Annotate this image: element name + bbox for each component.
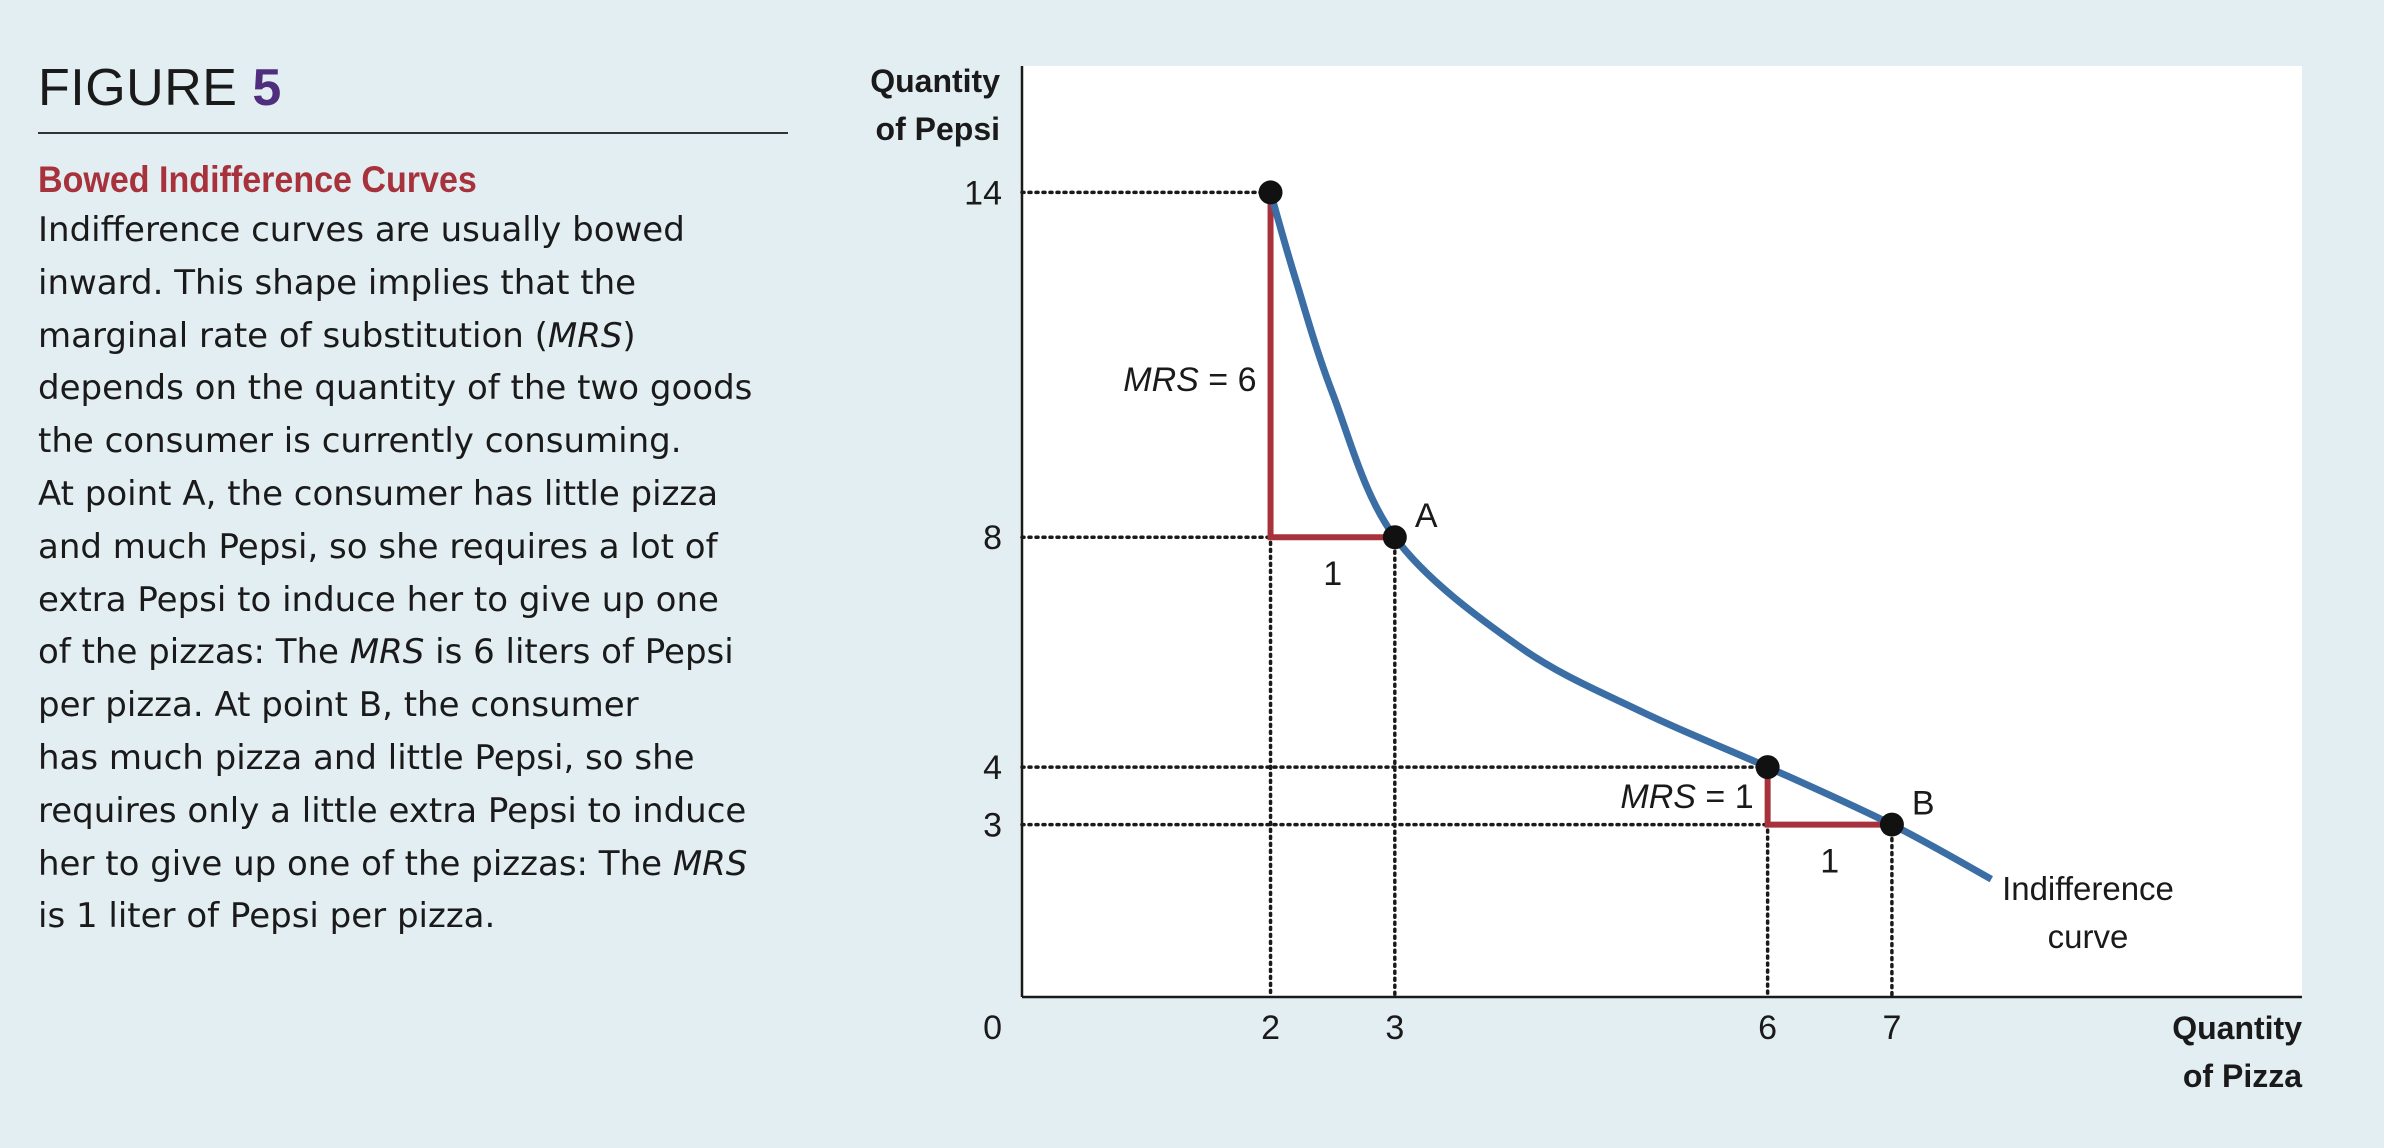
figure-label: FIGURE <box>38 59 238 117</box>
x-tick-label: 7 <box>1882 1009 1901 1047</box>
body-text-segment: marginal rate of substitution ( <box>38 315 548 356</box>
body-text-segment: of the pizzas: The <box>38 632 350 673</box>
mrs-label-value: = 1 <box>1696 778 1754 816</box>
body-line: Indifference curves are usually bowed <box>38 204 788 257</box>
body-text-segment: is 1 liter of Pepsi per pizza. <box>38 896 496 937</box>
x-tick-label: 6 <box>1758 1009 1777 1047</box>
body-text-segment: Indifference curves are usually bowed <box>38 210 685 250</box>
mrs-triangle-1 <box>1267 192 1395 541</box>
y-axis-title: of Pepsi <box>876 111 1000 147</box>
mrs-label-value: = 6 <box>1199 361 1257 399</box>
body-text-segment: requires only a little extra Pepsi to in… <box>38 790 747 831</box>
data-point-1 <box>1258 180 1283 205</box>
figure-caption-panel: FIGURE 5 Bowed Indifference Curves Indif… <box>38 52 788 943</box>
point-label-b: B <box>1912 785 1935 823</box>
x-axis-title: Quantity <box>2172 1010 2302 1046</box>
mrs-label-1: MRS = 6 <box>1123 361 1256 399</box>
body-text-segment: ) <box>622 315 636 356</box>
curve-label: Indifference <box>2002 870 2174 907</box>
figure-heading: FIGURE 5 <box>38 52 788 134</box>
body-text-segment: At point A, the consumer has little pizz… <box>38 473 719 514</box>
point-label-a: A <box>1415 497 1438 535</box>
y-axis-title: Quantity <box>870 63 1000 99</box>
mrs-label-term: MRS <box>1123 361 1199 399</box>
curve-label: curve <box>2048 918 2129 955</box>
body-text-segment: depends on the quantity of the two goods <box>38 368 753 409</box>
body-line: is 1 liter of Pepsi per pizza. <box>38 890 788 943</box>
mrs-label-term: MRS <box>1620 778 1696 816</box>
body-line: of the pizzas: The MRS is 6 liters of Pe… <box>38 626 788 679</box>
body-line: and much Pepsi, so she requires a lot of <box>38 521 788 574</box>
y-tick-label: 4 <box>983 749 1002 787</box>
body-line: requires only a little extra Pepsi to in… <box>38 785 788 838</box>
x-tick-label: 3 <box>1385 1009 1404 1047</box>
figure-body-text: Indifference curves are usually bowed inw… <box>38 204 788 943</box>
mrs-run-label-2: 1 <box>1820 843 1839 881</box>
body-text-segment: the consumer is currently consuming. <box>38 421 682 462</box>
body-line: the consumer is currently consuming. <box>38 415 788 468</box>
data-point-3 <box>1755 755 1780 780</box>
body-text-segment: and much Pepsi, so she requires a lot of <box>38 526 718 567</box>
body-line: depends on the quantity of the two goods <box>38 362 788 415</box>
body-text-segment: her to give up one of the pizzas: The <box>38 843 673 884</box>
x-tick-label: 2 <box>1261 1009 1280 1047</box>
mrs-label-2: MRS = 1 <box>1620 778 1753 816</box>
body-text-segment: is 6 liters of Pepsi <box>424 632 734 673</box>
indifference-curve-line <box>1267 191 1994 883</box>
body-line: extra Pepsi to induce her to give up one <box>38 574 788 627</box>
figure-title: Bowed Indifference Curves <box>38 159 477 200</box>
mrs-triangle-2 <box>1764 767 1892 828</box>
y-tick-label: 3 <box>983 807 1002 845</box>
body-italic-term: MRS <box>349 632 425 673</box>
body-line: her to give up one of the pizzas: The MR… <box>38 838 788 891</box>
data-point-b <box>1879 812 1904 837</box>
body-italic-term: MRS <box>547 315 623 356</box>
origin-label: 0 <box>983 1009 1002 1047</box>
body-line: inward. This shape implies that the <box>38 257 788 310</box>
body-line: per pizza. At point B, the consumer <box>38 679 788 732</box>
y-tick-label: 8 <box>983 519 1002 557</box>
body-italic-term: MRS <box>672 843 748 884</box>
body-line: At point A, the consumer has little pizz… <box>38 468 788 521</box>
plot-area <box>1022 66 2302 997</box>
body-text-segment: per pizza. At point B, the consumer <box>38 685 639 726</box>
body-text-segment: extra Pepsi to induce her to give up one <box>38 579 719 620</box>
body-line: has much pizza and little Pepsi, so she <box>38 732 788 785</box>
y-tick-label: 14 <box>964 174 1002 212</box>
mrs-run-label-1: 1 <box>1323 555 1342 593</box>
body-line: marginal rate of substitution (MRS) <box>38 310 788 363</box>
body-text-segment: inward. This shape implies that the <box>38 262 637 303</box>
x-axis-title: of Pizza <box>2183 1058 2302 1094</box>
figure-number: 5 <box>252 59 282 117</box>
body-text-segment: has much pizza and little Pepsi, so she <box>38 737 695 778</box>
data-point-a <box>1382 525 1407 550</box>
